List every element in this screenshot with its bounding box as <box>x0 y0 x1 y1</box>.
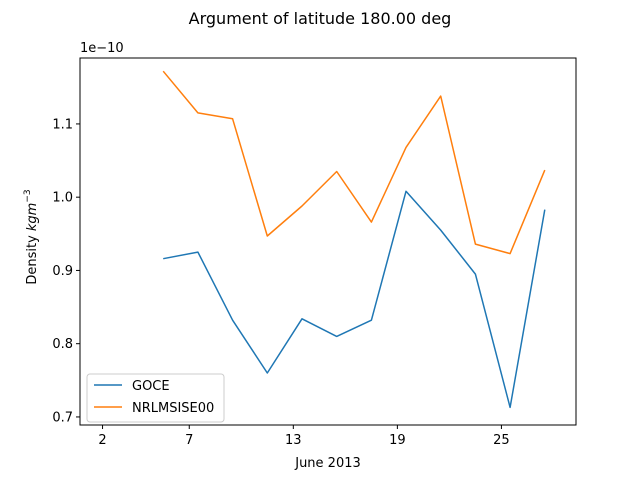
legend-frame <box>86 373 225 423</box>
series-line-1 <box>162 70 546 255</box>
x-tick-label-4: 25 <box>493 433 510 448</box>
chart-title: Argument of latitude 180.00 deg <box>189 9 452 28</box>
x-axis-label: June 2013 <box>294 456 361 471</box>
y-tick-label-2: 0.9 <box>52 264 73 279</box>
y-tick-label-3: 1.0 <box>52 191 73 206</box>
y-tick-label-0: 0.7 <box>52 410 73 425</box>
x-tick-label-1: 7 <box>185 433 193 448</box>
y-tick-label-4: 1.1 <box>52 117 73 132</box>
y-axis-label-exponent: −3 <box>23 189 33 202</box>
x-tick-label-2: 13 <box>285 433 302 448</box>
legend-label-goce: GOCE <box>132 379 170 394</box>
y-axis-label: Density kgm−3 <box>23 189 40 284</box>
y-axis-label-unit: kgm <box>25 203 40 231</box>
y-offset-label: 1e−10 <box>80 41 124 56</box>
series-line-0 <box>163 190 546 409</box>
y-axis-label-text: Density <box>25 231 40 285</box>
plot-area: 2 7 13 19 25 0.7 0.8 0.9 1.0 1.1 <box>52 57 577 448</box>
x-tick-label-3: 19 <box>389 433 406 448</box>
legend-label-nrlmsise00: NRLMSISE00 <box>132 401 214 416</box>
axes-frame <box>79 57 577 426</box>
legend: GOCE NRLMSISE00 <box>86 373 225 423</box>
x-tick-label-0: 2 <box>98 433 106 448</box>
y-tick-label-1: 0.8 <box>52 337 73 352</box>
